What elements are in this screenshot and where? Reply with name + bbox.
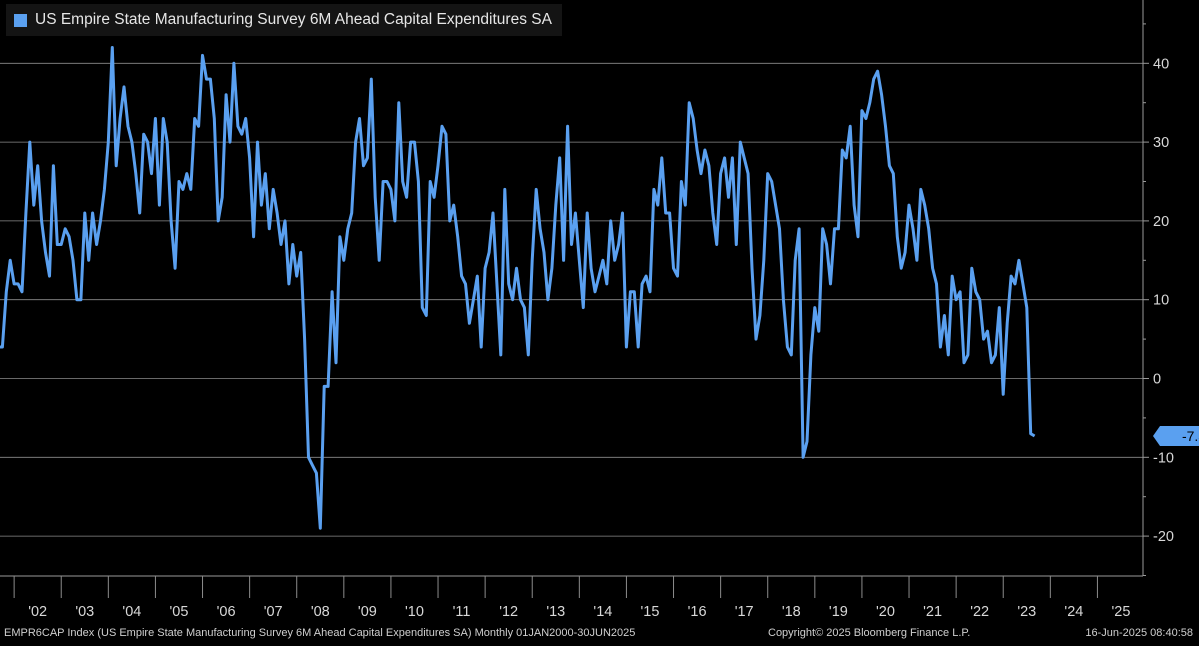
y-tick-label: 10 — [1153, 293, 1169, 309]
last-value-label: -7.3 — [1182, 428, 1199, 444]
y-tick-label: -10 — [1153, 450, 1174, 466]
footer-timestamp: 16-Jun-2025 08:40:58 — [1085, 627, 1193, 639]
x-tick-label: '12 — [499, 604, 518, 620]
y-tick-label: 30 — [1153, 135, 1169, 151]
x-tick-label: '22 — [970, 604, 989, 620]
series-line — [0, 46, 1036, 530]
x-tick-label: '17 — [735, 604, 754, 620]
x-tick-label: '09 — [358, 604, 377, 620]
x-tick-label: '20 — [876, 604, 895, 620]
x-tick-label: '07 — [264, 604, 283, 620]
x-tick-label: '24 — [1064, 604, 1083, 620]
x-tick-label: '13 — [546, 604, 565, 620]
last-value-pointer — [1153, 426, 1199, 447]
x-tick-label: '19 — [829, 604, 848, 620]
x-tick-label: '10 — [405, 604, 424, 620]
x-tick-label: '18 — [782, 604, 801, 620]
x-tick-label: '21 — [923, 604, 942, 620]
x-tick-label: '15 — [641, 604, 660, 620]
last-value-badge: -7.3 — [1153, 426, 1199, 447]
x-tick-label: '08 — [311, 604, 330, 620]
footer-source: EMPR6CAP Index (US Empire State Manufact… — [4, 627, 636, 639]
x-tick-label: '06 — [217, 604, 236, 620]
x-tick-label: '02 — [28, 604, 47, 620]
chart-legend: US Empire State Manufacturing Survey 6M … — [6, 4, 562, 36]
y-tick-label: 20 — [1153, 214, 1169, 230]
chart-plot-area — [0, 46, 1036, 530]
chart-footer: EMPR6CAP Index (US Empire State Manufact… — [0, 622, 1199, 646]
x-tick-label: '25 — [1112, 604, 1131, 620]
footer-copyright: Copyright© 2025 Bloomberg Finance L.P. — [768, 627, 971, 639]
legend-swatch — [14, 13, 27, 27]
x-axis: '02 '03 '04 '05 '06 '07 '08 '09 '10 '11 '12 '13 '14 '… — [0, 575, 1143, 620]
chart-title: US Empire State Manufacturing Survey 6M … — [35, 11, 552, 28]
y-tick-label: -20 — [1153, 529, 1174, 545]
x-tick-label: '14 — [593, 604, 612, 620]
x-tick-label: '23 — [1017, 604, 1036, 620]
x-tick-label: '05 — [170, 604, 189, 620]
y-tick-label: 40 — [1153, 56, 1169, 72]
x-tick-label: '03 — [75, 604, 94, 620]
y-tick-label: 0 — [1153, 372, 1161, 388]
x-tick-label: '04 — [122, 604, 141, 620]
x-tick-label: '11 — [453, 604, 471, 620]
x-tick-label: '16 — [688, 604, 707, 620]
y-axis: 40 30 20 10 0 -10 -20 -7.3 — [1142, 0, 1199, 576]
